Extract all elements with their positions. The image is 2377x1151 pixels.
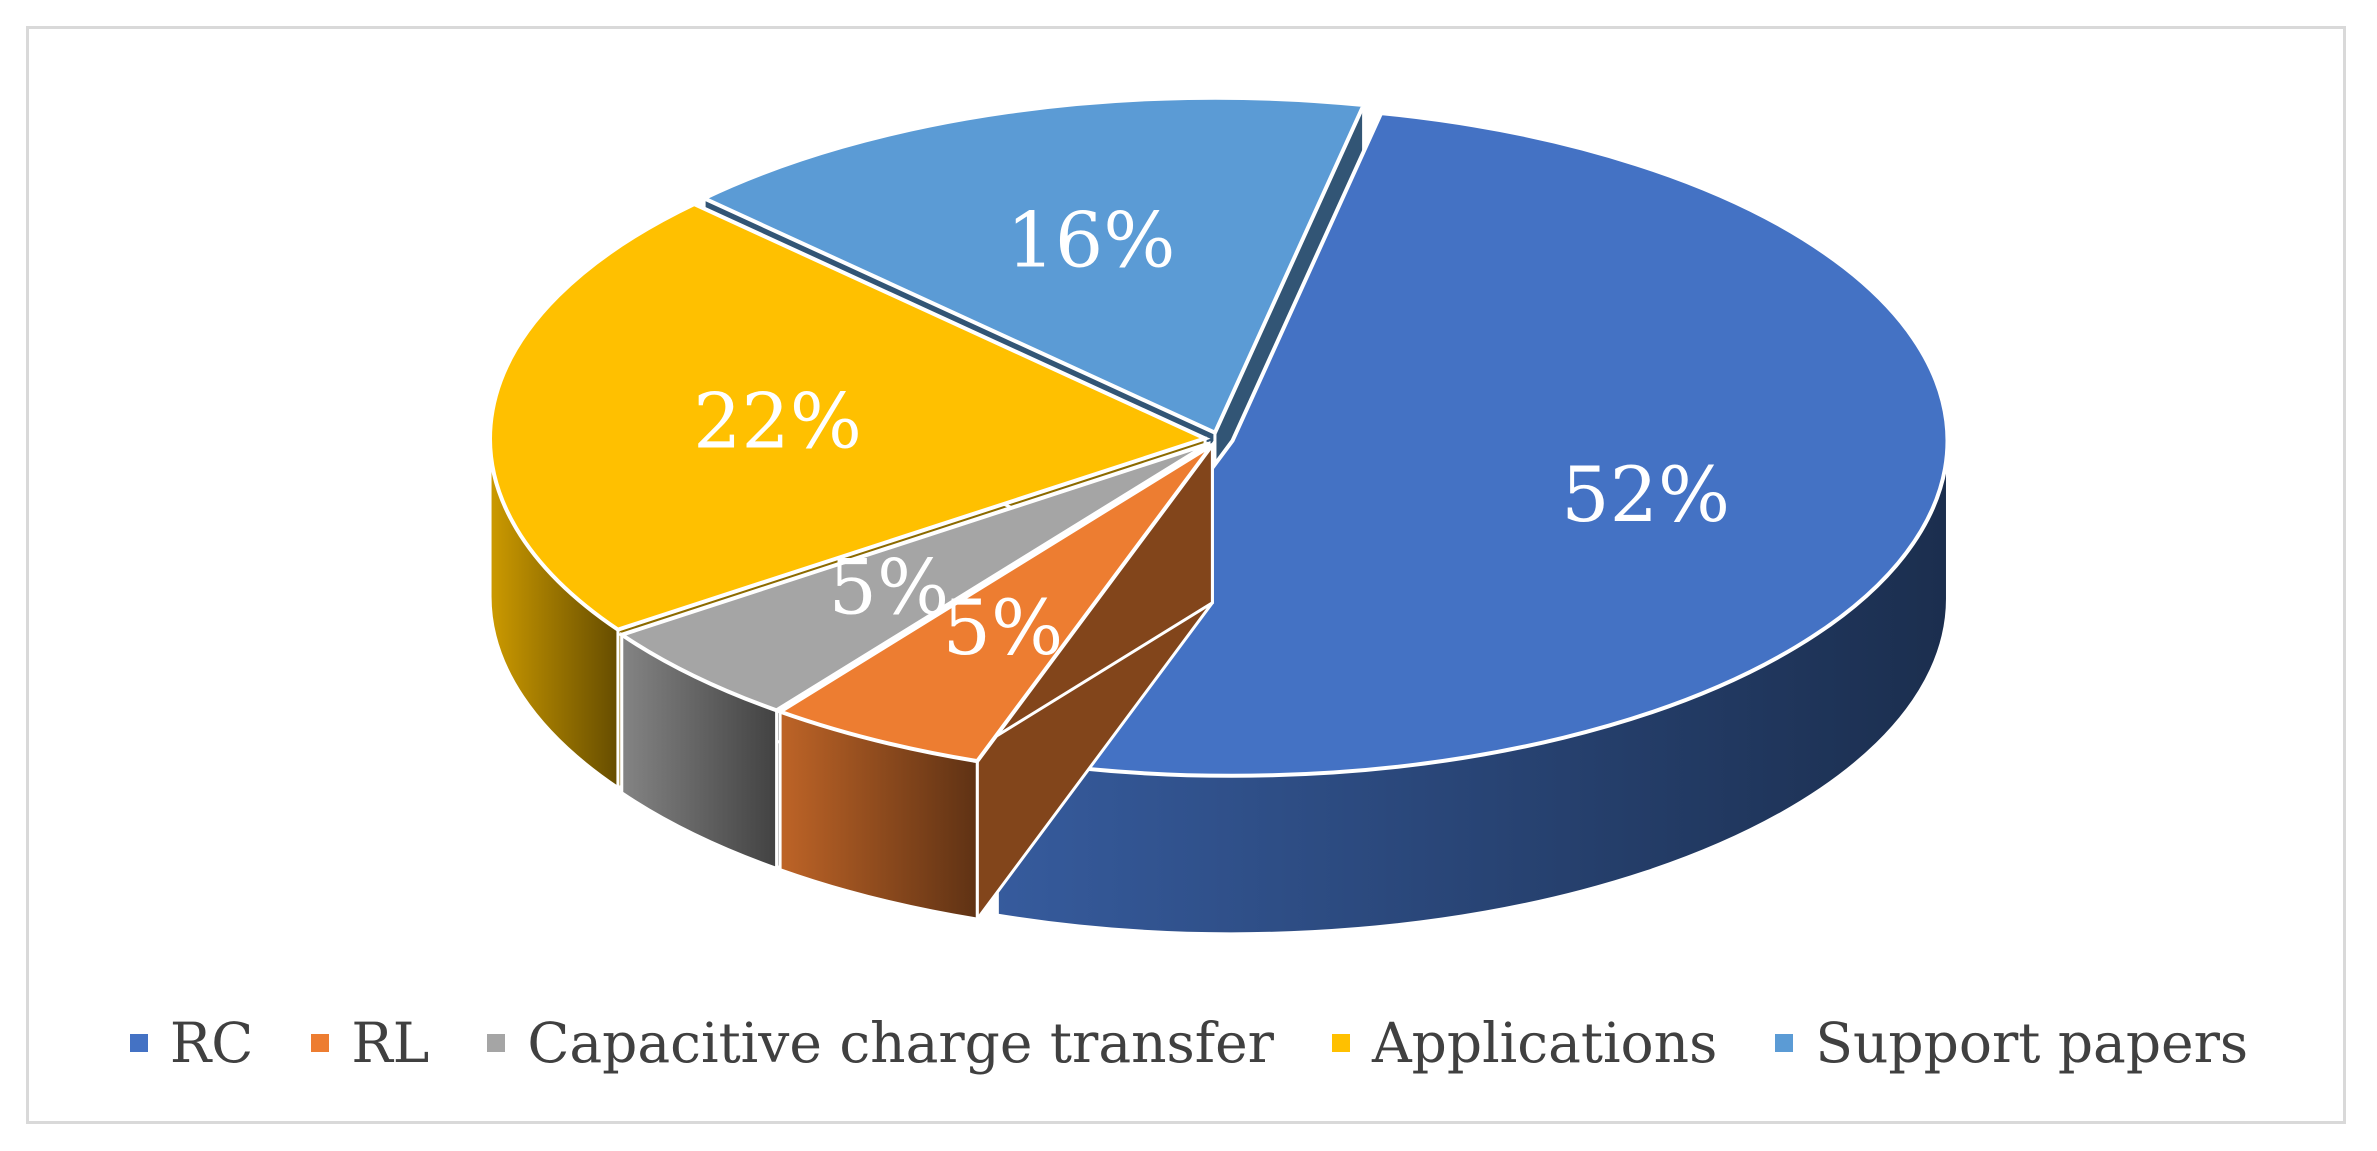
pie-slice-1-top <box>993 110 1950 778</box>
pie-slice-2-top <box>775 443 1214 764</box>
pie-slice-3-top <box>617 441 1210 713</box>
legend: RC RL Capacitive charge transfer Applica… <box>29 1011 2349 1075</box>
legend-label-support: Support papers <box>1815 1011 2249 1075</box>
legend-label-rc: RC <box>169 1011 254 1075</box>
legend-label-capacitive: Capacitive charge transfer <box>527 1011 1274 1075</box>
data-label-4: 22% <box>693 377 862 466</box>
chart-frame: 52% 5% 5% 22% 16% RC RL Capacitive charge tr… <box>26 26 2346 1124</box>
legend-label-rl: RL <box>351 1011 430 1075</box>
legend-swatch-applications <box>1331 1034 1350 1052</box>
legend-label-applications: Applications <box>1371 1011 1718 1075</box>
legend-item-support: Support papers <box>1775 1011 2248 1075</box>
legend-item-rl: RL <box>311 1011 429 1075</box>
pie-chart: 52% 5%5% 22% 16% <box>488 95 1950 936</box>
data-label-3: 5% <box>829 542 950 631</box>
legend-item-capacitive: Capacitive charge transfer <box>487 1011 1274 1075</box>
legend-swatch-support <box>1775 1034 1794 1052</box>
legend-swatch-rc <box>129 1034 148 1052</box>
legend-swatch-rl <box>311 1034 330 1052</box>
pie-slice-2 <box>775 440 1214 924</box>
pie-slice-4-top <box>488 201 1211 632</box>
pie-slice-5-top <box>699 95 1367 436</box>
legend-item-rc: RC <box>129 1011 254 1075</box>
legend-swatch-capacitive <box>487 1034 506 1052</box>
data-label-5: 16% <box>1006 195 1175 284</box>
legend-item-applications: Applications <box>1331 1011 1718 1075</box>
data-label-1: 52% <box>1561 450 1730 539</box>
data-label-2: 5% <box>943 583 1064 672</box>
